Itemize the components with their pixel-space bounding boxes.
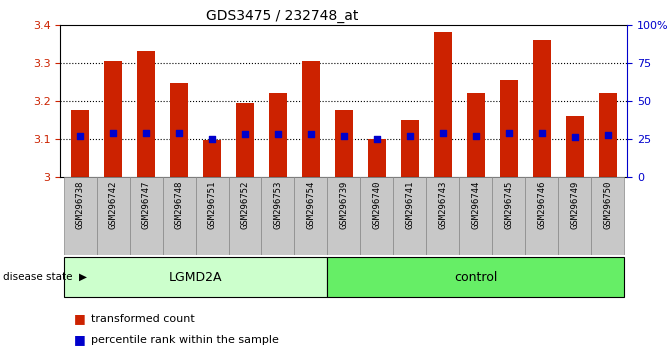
Bar xyxy=(229,177,262,255)
Point xyxy=(141,130,152,136)
Text: GDS3475 / 232748_at: GDS3475 / 232748_at xyxy=(205,9,358,23)
Text: GSM296738: GSM296738 xyxy=(76,181,85,229)
Text: GSM296747: GSM296747 xyxy=(142,181,150,229)
Bar xyxy=(327,257,624,297)
Bar xyxy=(236,103,254,177)
Bar xyxy=(295,177,327,255)
Text: GSM296750: GSM296750 xyxy=(603,181,612,229)
Text: GSM296740: GSM296740 xyxy=(372,181,381,229)
Bar xyxy=(335,110,353,177)
Text: GSM296739: GSM296739 xyxy=(340,181,348,229)
Point xyxy=(569,134,580,140)
Text: GSM296742: GSM296742 xyxy=(109,181,117,229)
Text: LGMD2A: LGMD2A xyxy=(169,270,222,284)
Text: GSM296749: GSM296749 xyxy=(570,181,579,229)
Bar xyxy=(426,177,459,255)
Bar xyxy=(599,93,617,177)
Bar xyxy=(401,120,419,177)
Bar xyxy=(64,177,97,255)
Bar xyxy=(203,140,221,177)
Bar xyxy=(71,110,89,177)
Point xyxy=(372,136,382,142)
Text: GSM296754: GSM296754 xyxy=(307,181,315,229)
Point xyxy=(240,132,250,137)
Point xyxy=(207,136,217,142)
Point xyxy=(437,130,448,136)
Bar xyxy=(591,177,624,255)
Text: ■: ■ xyxy=(74,333,86,346)
Text: percentile rank within the sample: percentile rank within the sample xyxy=(91,335,278,345)
Bar xyxy=(64,257,327,297)
Text: ■: ■ xyxy=(74,312,86,325)
Point xyxy=(174,130,185,136)
Bar xyxy=(493,177,525,255)
Bar xyxy=(533,40,551,177)
Bar xyxy=(327,177,360,255)
Bar xyxy=(393,177,426,255)
Bar xyxy=(459,177,493,255)
Point xyxy=(503,130,514,136)
Text: GSM296744: GSM296744 xyxy=(471,181,480,229)
Bar xyxy=(558,177,591,255)
Point xyxy=(603,132,613,138)
Bar xyxy=(104,61,122,177)
Point xyxy=(405,133,415,139)
Point xyxy=(272,132,283,137)
Text: GSM296751: GSM296751 xyxy=(207,181,217,229)
Point xyxy=(108,130,119,136)
Bar xyxy=(467,93,485,177)
Text: GSM296748: GSM296748 xyxy=(174,181,184,229)
Bar xyxy=(360,177,393,255)
Bar xyxy=(195,177,229,255)
Point xyxy=(338,133,349,139)
Text: disease state  ▶: disease state ▶ xyxy=(3,272,87,282)
Text: GSM296745: GSM296745 xyxy=(504,181,513,229)
Bar xyxy=(137,51,155,177)
Bar xyxy=(368,139,386,177)
Bar xyxy=(170,82,188,177)
Text: GSM296753: GSM296753 xyxy=(274,181,282,229)
Text: transformed count: transformed count xyxy=(91,314,195,324)
Bar xyxy=(130,177,162,255)
Bar xyxy=(269,93,287,177)
Bar xyxy=(500,80,518,177)
Bar xyxy=(302,61,320,177)
Bar xyxy=(433,33,452,177)
Point xyxy=(470,133,481,139)
Bar xyxy=(262,177,295,255)
Bar xyxy=(566,116,584,177)
Text: GSM296752: GSM296752 xyxy=(240,181,250,229)
Text: GSM296746: GSM296746 xyxy=(537,181,546,229)
Point xyxy=(536,130,547,136)
Point xyxy=(305,132,316,137)
Text: GSM296741: GSM296741 xyxy=(405,181,414,229)
Bar xyxy=(525,177,558,255)
Text: control: control xyxy=(454,270,497,284)
Point xyxy=(74,133,85,139)
Bar xyxy=(97,177,130,255)
Bar xyxy=(162,177,195,255)
Text: GSM296743: GSM296743 xyxy=(438,181,448,229)
